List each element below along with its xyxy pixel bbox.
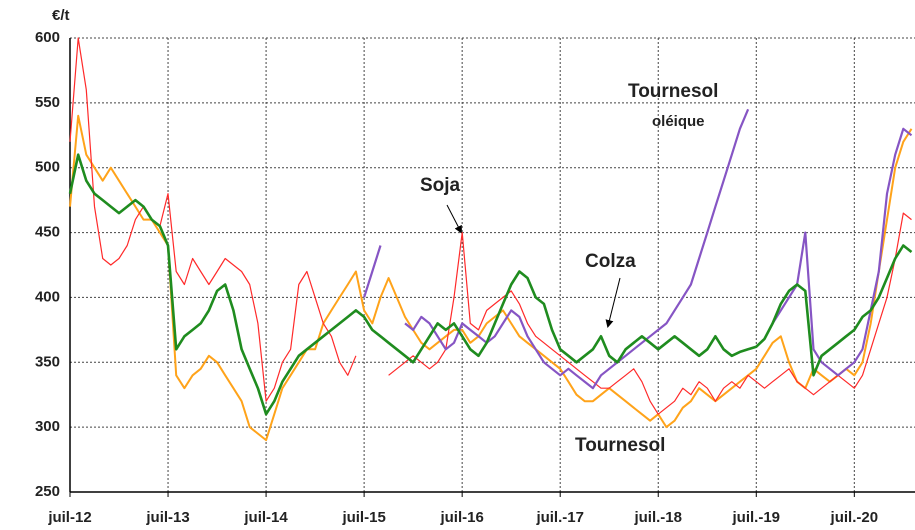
series-label: Tournesol (628, 81, 718, 102)
y-tick-label: 450 (35, 224, 60, 241)
x-tick-label: juil-13 (145, 509, 189, 526)
series-label: Colza (585, 251, 636, 272)
x-tick-label: juil-16 (439, 509, 483, 526)
series-label: Tournesol (575, 435, 665, 456)
y-tick-label: 600 (35, 29, 60, 46)
y-tick-label: 400 (35, 288, 60, 305)
series-line (68, 153, 913, 416)
series-line (69, 114, 913, 442)
x-tick-label: juil.-20 (830, 509, 879, 526)
soja-arrow (446, 204, 462, 234)
y-tick-label: 350 (35, 353, 60, 370)
x-tick-label: juil-14 (243, 509, 288, 526)
series-line (69, 37, 912, 415)
series-label: Soja (420, 175, 461, 196)
y-tick-label: 250 (35, 483, 60, 500)
y-tick-label: 300 (35, 418, 60, 435)
series-sublabel: oléique (652, 113, 705, 130)
x-tick-label: juil.-19 (732, 509, 781, 526)
x-tick-label: juil.-18 (633, 509, 682, 526)
y-axis-label: €/t (52, 7, 70, 24)
y-tick-label: 550 (35, 94, 60, 111)
y-tick-label: 500 (35, 159, 60, 176)
x-tick-label: juil.-17 (535, 509, 584, 526)
colza-arrow (605, 277, 621, 328)
x-tick-label: juil-12 (47, 509, 91, 526)
x-tick-label: juil-15 (341, 509, 385, 526)
